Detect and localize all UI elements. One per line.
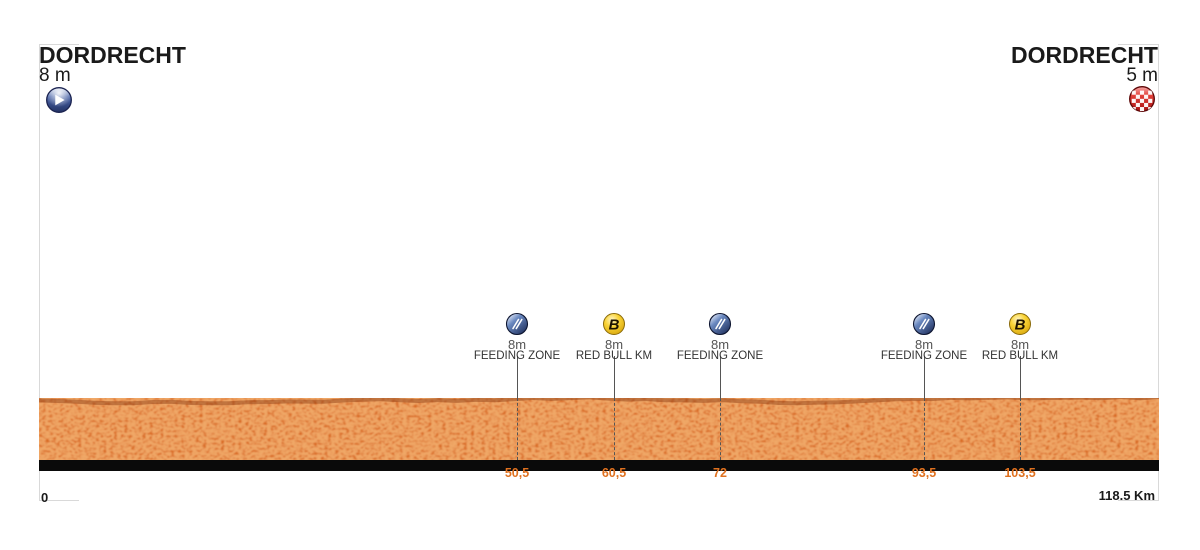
svg-text:B: B: [609, 317, 620, 334]
svg-text:B: B: [1015, 317, 1026, 334]
